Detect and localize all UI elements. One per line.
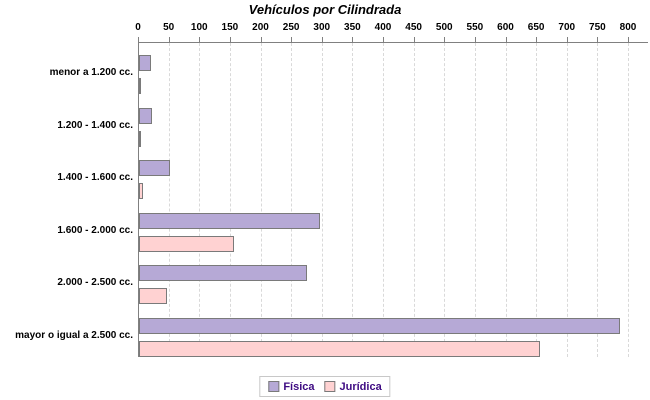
x-tick-mark [566, 37, 568, 42]
x-tick-mark [597, 37, 599, 42]
legend-label: Jurídica [339, 380, 382, 393]
bar-fisica [139, 107, 153, 124]
legend-item-juridica: Jurídica [324, 380, 382, 393]
x-tick-mark [536, 37, 538, 42]
x-tick-mark [413, 37, 415, 42]
gridline [199, 43, 201, 357]
bar-fisica [139, 55, 152, 71]
x-tick-label: 550 [466, 22, 484, 33]
gridline [628, 43, 629, 357]
x-tick-label: 600 [497, 22, 514, 33]
x-tick-mark [229, 37, 231, 42]
x-tick-label: 300 [313, 22, 331, 33]
x-tick-label: 500 [435, 22, 453, 33]
gridline [536, 43, 538, 357]
x-tick-mark [260, 37, 262, 42]
bar-juridica [139, 183, 143, 199]
gridline [505, 43, 507, 357]
category-label: 1.200 - 1.400 cc. [57, 119, 133, 131]
legend: Física Jurídica [259, 376, 391, 397]
x-tick-mark [291, 37, 293, 42]
category-label: menor a 1.200 cc. [49, 67, 133, 78]
gridline [168, 43, 170, 357]
bar-juridica [139, 235, 234, 252]
gridline [413, 43, 415, 357]
gridline [444, 43, 446, 357]
category-label: mayor o igual a 2.500 cc. [15, 329, 133, 341]
category-label: 1.400 - 1.600 cc. [57, 172, 133, 183]
x-tick-mark [321, 37, 323, 42]
bar-juridica [139, 288, 167, 304]
legend-item-fisica: Física [268, 380, 315, 393]
x-tick-label: 100 [190, 22, 208, 33]
gridline [291, 43, 293, 357]
x-tick-mark [352, 37, 354, 42]
x-tick-mark [444, 37, 446, 42]
x-tick-label: 650 [527, 22, 545, 33]
gridline [352, 43, 354, 357]
legend-swatch-icon [324, 381, 336, 392]
x-tick-label: 150 [221, 22, 239, 33]
x-tick-label: 700 [558, 22, 576, 33]
x-tick-mark [199, 37, 201, 42]
chart-title: Vehículos por Cilindrada [248, 2, 402, 17]
bar-fisica [139, 160, 170, 176]
x-tick-label: 350 [344, 22, 361, 33]
gridline [229, 43, 231, 357]
x-tick-label: 200 [252, 22, 269, 33]
x-tick-mark [628, 37, 629, 42]
x-tick-mark [383, 37, 384, 42]
x-tick-label: 250 [282, 22, 300, 33]
plot-area [138, 42, 648, 357]
x-tick-label: 50 [163, 22, 175, 33]
bar-juridica [139, 130, 141, 147]
x-tick-label: 750 [589, 22, 606, 33]
category-label: 1.600 - 2.000 cc. [57, 224, 133, 236]
x-tick-mark [474, 37, 476, 42]
legend-swatch-icon [268, 381, 280, 392]
x-tick-label: 400 [374, 22, 392, 33]
x-tick-mark [138, 37, 139, 42]
bar-fisica [139, 265, 308, 281]
x-tick-label: 0 [135, 22, 141, 33]
gridline [383, 43, 384, 357]
gridline [260, 43, 262, 357]
legend-label: Física [283, 380, 315, 393]
x-tick-label: 800 [619, 22, 637, 33]
bar-fisica [139, 212, 320, 229]
gridline [474, 43, 476, 357]
gridline [597, 43, 599, 357]
x-tick-label: 450 [405, 22, 422, 33]
bar-juridica [139, 78, 141, 94]
bar-fisica [139, 317, 620, 334]
x-tick-mark [505, 37, 507, 42]
gridline [566, 43, 568, 357]
bar-juridica [139, 340, 541, 357]
category-label: 2.000 - 2.500 cc. [57, 277, 133, 288]
gridline [321, 43, 323, 357]
x-tick-mark [168, 37, 170, 42]
